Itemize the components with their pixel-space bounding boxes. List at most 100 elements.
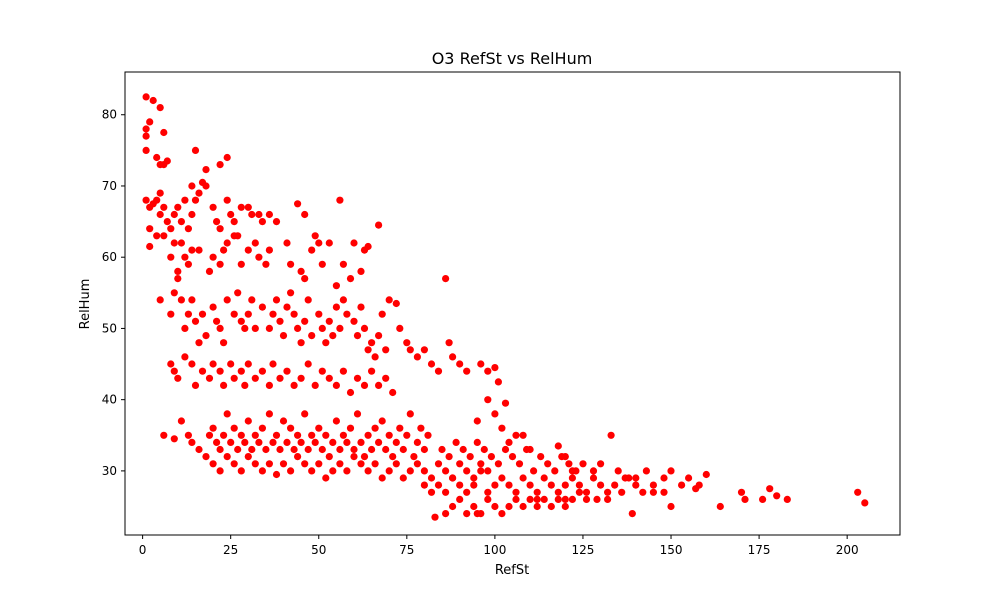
data-point — [177, 296, 185, 304]
data-point — [209, 303, 217, 311]
data-point — [413, 460, 421, 468]
data-point — [491, 502, 499, 511]
data-point — [188, 438, 196, 446]
data-point — [188, 182, 196, 190]
y-tick-label: 50 — [102, 321, 117, 335]
data-point — [501, 445, 510, 454]
data-point — [403, 339, 411, 347]
data-point — [854, 488, 862, 496]
data-point — [181, 253, 189, 261]
data-point — [248, 445, 256, 454]
data-point — [255, 253, 263, 261]
data-point — [227, 210, 235, 219]
data-point — [290, 381, 298, 389]
data-point — [230, 310, 238, 318]
data-point — [561, 481, 569, 489]
data-point — [477, 460, 485, 468]
x-tick-label: 175 — [748, 543, 771, 557]
data-point — [146, 118, 154, 126]
data-point — [258, 424, 266, 432]
y-tick-label: 30 — [102, 464, 117, 478]
data-point — [205, 267, 214, 275]
data-point — [487, 453, 495, 461]
data-point — [477, 360, 485, 368]
x-tick-label: 200 — [836, 543, 859, 557]
data-point — [311, 232, 319, 240]
data-point — [382, 445, 390, 454]
data-point — [170, 239, 178, 247]
data-point — [519, 431, 527, 439]
data-point — [248, 296, 256, 304]
data-point — [227, 438, 235, 446]
data-point — [156, 189, 164, 197]
data-point — [413, 353, 421, 361]
data-point — [146, 242, 154, 251]
data-point — [241, 381, 249, 389]
data-point — [237, 203, 245, 211]
data-point — [526, 445, 534, 454]
data-point — [262, 260, 270, 268]
data-point — [153, 153, 161, 162]
data-point — [315, 424, 323, 432]
data-point — [142, 196, 150, 204]
data-point — [491, 481, 499, 489]
data-point — [230, 460, 238, 468]
data-point — [463, 509, 471, 518]
data-point — [202, 166, 210, 174]
data-point — [353, 410, 362, 418]
data-point — [515, 460, 524, 468]
y-tick-label: 80 — [102, 108, 117, 122]
data-point — [230, 374, 238, 382]
data-point — [442, 488, 450, 496]
data-point — [230, 424, 238, 432]
data-point — [290, 310, 298, 318]
data-point — [311, 381, 319, 389]
data-point — [484, 396, 492, 404]
data-point — [597, 481, 605, 489]
data-point — [283, 367, 291, 375]
data-point — [346, 275, 355, 283]
data-point — [420, 346, 428, 354]
data-point — [195, 246, 203, 254]
data-point — [343, 438, 351, 446]
data-point — [579, 460, 587, 468]
data-point — [368, 445, 376, 454]
data-point — [258, 218, 266, 226]
data-point — [304, 296, 312, 304]
x-tick-label: 25 — [223, 543, 238, 557]
data-point — [593, 495, 601, 503]
data-point — [346, 388, 355, 397]
data-point — [530, 467, 538, 475]
data-point — [255, 438, 263, 446]
data-point — [632, 481, 640, 489]
data-point — [473, 438, 481, 446]
data-point — [568, 474, 577, 482]
data-point — [456, 360, 464, 368]
data-point — [279, 332, 288, 340]
data-point — [420, 445, 428, 454]
data-point — [160, 161, 168, 169]
x-tick-label: 100 — [483, 543, 506, 557]
x-axis: 0 25 50 75 100 125 150 175 200 — [139, 535, 859, 557]
data-point — [357, 303, 365, 311]
data-point — [360, 381, 369, 389]
x-tick-label: 50 — [311, 543, 326, 557]
data-point — [565, 460, 573, 468]
data-point — [346, 424, 355, 432]
data-point — [287, 289, 295, 297]
data-point — [427, 474, 436, 482]
data-point — [170, 289, 178, 297]
data-point — [258, 303, 266, 311]
data-point — [484, 367, 492, 375]
data-point — [611, 481, 619, 489]
data-point — [568, 495, 577, 503]
data-point — [202, 453, 210, 461]
data-point — [526, 495, 534, 503]
data-point — [220, 246, 228, 254]
data-point — [382, 374, 390, 382]
data-point — [364, 467, 372, 475]
data-point — [456, 460, 464, 468]
data-point — [205, 374, 214, 382]
data-point — [575, 488, 584, 496]
data-point — [304, 445, 312, 454]
